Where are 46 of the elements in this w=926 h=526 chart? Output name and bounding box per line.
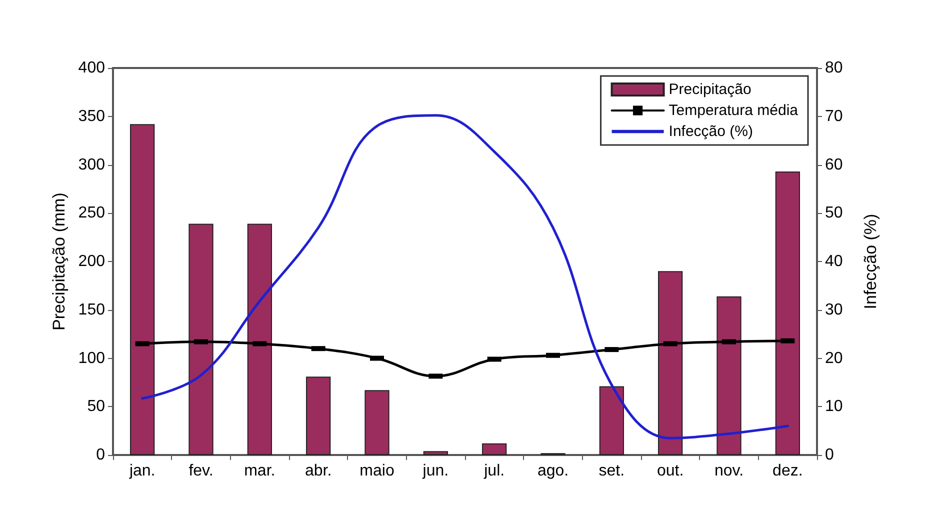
y-tick-label: 200: [78, 253, 106, 270]
bar: [716, 296, 742, 455]
x-tick-label: ago.: [537, 462, 569, 480]
x-tick-label: dez.: [772, 462, 803, 480]
y2-tick-label: 70: [825, 108, 843, 125]
y2-tick-label: 0: [825, 446, 834, 464]
x-tick-label: out.: [656, 462, 684, 480]
y-tick-label: 50: [87, 398, 106, 416]
x-tick-label: set.: [598, 462, 625, 480]
bar: [775, 172, 800, 455]
bar: [247, 224, 272, 455]
y2-tick-label: 40: [825, 253, 843, 270]
bar: [658, 271, 683, 455]
legend-label: Infecção (%): [668, 123, 753, 140]
y-tick-label: 350: [78, 108, 106, 125]
y2-tick-label: 60: [825, 156, 843, 174]
y2-tick-label: 50: [825, 204, 843, 222]
x-tick-label: maio: [360, 462, 394, 480]
y-tick-label: 150: [78, 301, 106, 318]
bar: [130, 124, 155, 455]
x-tick-label: jul.: [483, 462, 505, 480]
x-tick-label: jan.: [128, 462, 156, 480]
x-tick-label: jun.: [422, 462, 449, 480]
y2-tick-label: 80: [825, 60, 843, 76]
y2-tick-label: 10: [825, 398, 843, 416]
y2-tick-label: 20: [825, 350, 843, 367]
bar: [306, 376, 331, 455]
y2-axis-title: Infecção (%): [861, 214, 880, 310]
y2-tick-label: 30: [825, 301, 843, 318]
bar: [482, 443, 507, 455]
y-tick-label: 0: [96, 446, 106, 464]
y-tick-label: 300: [78, 156, 106, 174]
legend-label: Temperatura média: [668, 102, 799, 119]
bar: [364, 390, 390, 455]
x-tick-label: fev.: [188, 462, 214, 480]
y-tick-label: 100: [78, 350, 106, 367]
y-tick-label: 400: [78, 60, 106, 76]
legend-label: Precipitação: [668, 81, 752, 98]
bar: [188, 224, 214, 455]
y-tick-label: 250: [78, 204, 106, 222]
x-tick-label: abr.: [304, 462, 332, 480]
y-axis-title: Precipitação (mm): [49, 192, 68, 330]
x-tick-label: mar.: [244, 462, 276, 480]
x-tick-label: nov.: [714, 462, 744, 480]
bar: [599, 386, 624, 455]
bar: [423, 451, 448, 455]
